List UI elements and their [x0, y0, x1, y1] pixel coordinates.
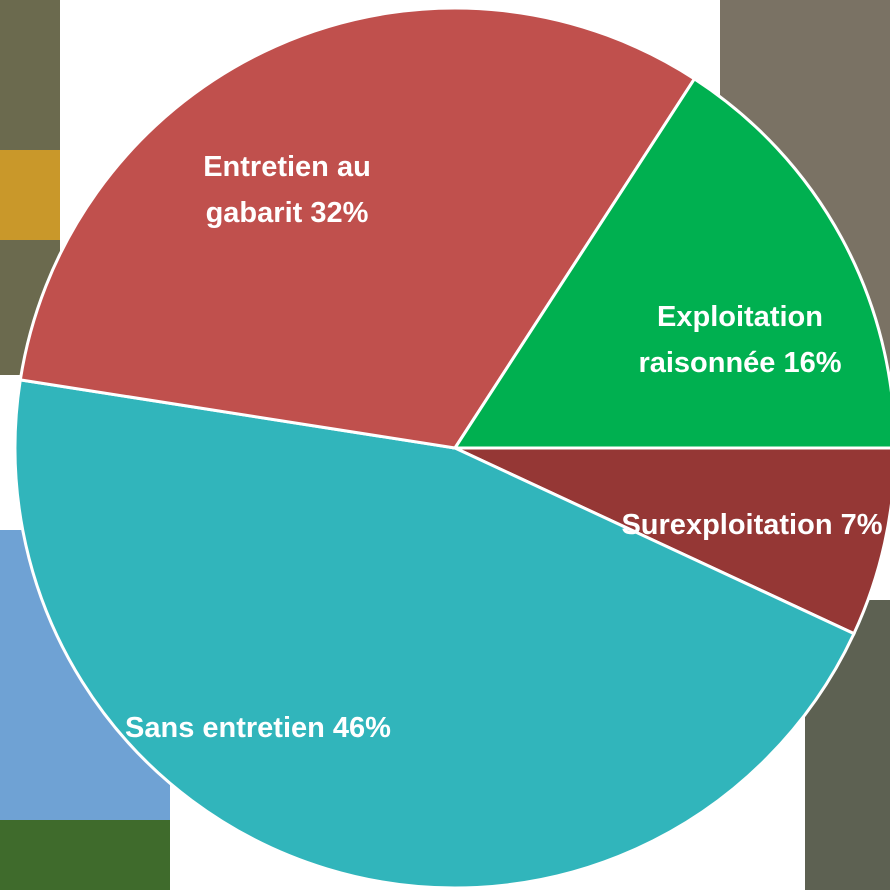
category-label: Sans entretien [125, 712, 325, 744]
slice-label: Entretien au gabarit 32% [157, 144, 417, 236]
slice-label: Exploitation raisonnée 16% [590, 294, 890, 386]
category-label: Surexploitation [621, 509, 832, 541]
value-label: 16% [784, 347, 842, 379]
pie [15, 8, 890, 888]
slice-label: Surexploitation 7% [607, 502, 890, 548]
photo-machine [0, 150, 60, 240]
photo-trees [0, 820, 170, 890]
page: Surexploitation 7% Sans entretien 46% Entr… [0, 0, 890, 890]
chart [0, 0, 890, 890]
value-label: 46% [333, 712, 391, 744]
slice-label: Sans entretien 46% [113, 705, 403, 751]
value-label: 7% [841, 509, 883, 541]
value-label: 32% [310, 197, 368, 229]
